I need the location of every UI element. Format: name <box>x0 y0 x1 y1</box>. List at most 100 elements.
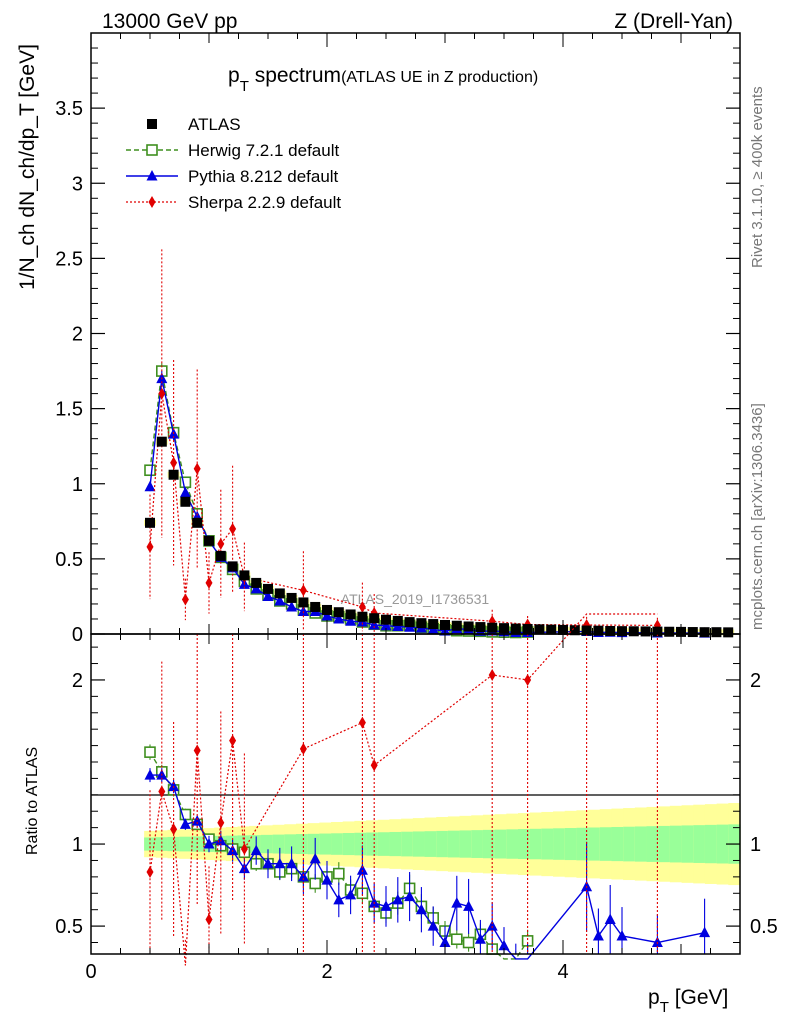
ratio-band-inner <box>553 828 566 860</box>
atlas-point <box>510 623 521 634</box>
plot-title: pT spectrum(ATLAS UE in Z production) <box>228 64 538 95</box>
sherpa-point <box>146 540 154 553</box>
legend-pythia-label: Pythia 8.212 default <box>188 167 339 186</box>
pythia-point <box>168 780 180 792</box>
ratio-band-inner <box>576 827 589 861</box>
pythia-point <box>203 838 215 849</box>
atlas-point <box>192 517 203 528</box>
atlas-point <box>239 570 250 581</box>
pythia-point <box>451 897 463 908</box>
plot-title-sub: T <box>240 78 249 95</box>
main-y-tick-label: 3 <box>72 173 83 195</box>
ratio-band-inner <box>588 827 601 861</box>
pythia-point <box>297 870 309 882</box>
ratio-band-inner <box>155 837 169 851</box>
atlas-point <box>605 625 616 636</box>
sherpa-point <box>358 600 366 613</box>
energy-label: 13000 GeV pp <box>102 10 237 33</box>
sherpa-point <box>217 537 225 550</box>
atlas-point <box>640 626 651 637</box>
atlas-point <box>428 619 439 630</box>
pythia-point <box>651 936 663 948</box>
atlas-point <box>569 625 580 636</box>
pythia-point <box>262 590 274 601</box>
atlas-point <box>687 627 698 638</box>
main-series-group <box>144 249 734 639</box>
pythia-point <box>274 594 286 606</box>
process-label: Z (Drell-Yan) <box>614 10 733 33</box>
atlas-point <box>475 622 486 633</box>
sherpa-point <box>524 673 532 686</box>
ratio-band-inner <box>506 829 519 859</box>
atlas-point <box>699 627 710 638</box>
pythia-point <box>144 480 156 492</box>
pythia-point <box>486 920 498 931</box>
ratio-band-inner <box>319 833 332 855</box>
main-y-tick-label: 1 <box>72 474 83 496</box>
pythia-point <box>333 893 345 905</box>
ratio-band-inner <box>401 831 414 857</box>
main-y-tick-label: 0.5 <box>55 549 83 571</box>
ratio-band-inner <box>529 828 542 860</box>
ratio-y-tick-label-right: 2 <box>750 670 761 692</box>
pythia-point <box>439 936 451 948</box>
pythia-point <box>699 926 711 938</box>
rivet-version-label: Rivet 3.1.10, ≥ 400k events <box>749 86 766 268</box>
ratio-band-inner <box>669 825 683 863</box>
pythia-point <box>238 862 250 874</box>
ratio-band-inner <box>482 829 496 859</box>
legend-herwig-label: Herwig 7.2.1 default <box>188 141 339 160</box>
pythia-point <box>404 890 416 902</box>
atlas-point <box>664 626 675 637</box>
main-y-tick-label: 0 <box>72 624 83 646</box>
atlas-point <box>180 496 191 507</box>
sherpa-point <box>205 576 213 589</box>
pythia-point <box>415 903 427 915</box>
pythia-point <box>345 615 357 626</box>
pythia-point <box>368 618 380 630</box>
ratio-band-inner <box>295 834 309 855</box>
sherpa-point <box>217 816 225 829</box>
sherpa-point <box>170 456 178 469</box>
atlas-point <box>357 611 368 622</box>
ratio-band-inner <box>307 833 320 855</box>
pythia-point <box>427 920 439 931</box>
ratio-band-inner <box>611 826 624 862</box>
pythia-point <box>309 852 321 864</box>
plot-title-main: p <box>228 64 240 87</box>
ratio-band-inner <box>331 833 344 855</box>
ratio-band-inner <box>646 826 659 862</box>
sherpa-point <box>229 734 237 747</box>
sherpa-point <box>299 584 307 597</box>
pythia-point <box>262 857 274 869</box>
ratio-band-inner <box>517 829 531 860</box>
watermark-label: ATLAS_2019_I1736531 <box>341 591 490 607</box>
ratio-band-inner <box>634 826 648 862</box>
atlas-point <box>263 583 273 594</box>
sherpa-point <box>146 865 154 878</box>
ratio-band-inner <box>167 836 180 852</box>
sherpa-point <box>158 387 166 400</box>
ratio-y-axis-label: Ratio to ATLAS <box>24 747 41 855</box>
ratio-band-inner <box>190 836 204 852</box>
ratio-band-inner <box>436 830 449 858</box>
atlas-point <box>652 626 663 637</box>
sherpa-point <box>370 759 378 772</box>
x-axis-label-rest: [GeV] <box>669 986 729 1009</box>
atlas-point <box>628 626 639 637</box>
atlas-point <box>333 607 344 618</box>
sherpa-point <box>193 744 201 757</box>
x-axis-label-main: p <box>648 986 660 1009</box>
sherpa-point <box>299 742 307 755</box>
legend-sherpa-label: Sherpa 2.2.9 default <box>188 193 341 212</box>
sherpa-line <box>149 393 658 626</box>
sherpa-point <box>181 593 189 606</box>
pythia-point <box>179 486 191 498</box>
atlas-point <box>463 621 474 632</box>
pythia-point <box>191 815 203 826</box>
pythia-point <box>227 844 239 856</box>
ratio-band-inner <box>366 832 379 856</box>
pythia-point <box>179 818 191 829</box>
sherpa-point <box>158 785 166 798</box>
pythia-point <box>250 582 262 594</box>
